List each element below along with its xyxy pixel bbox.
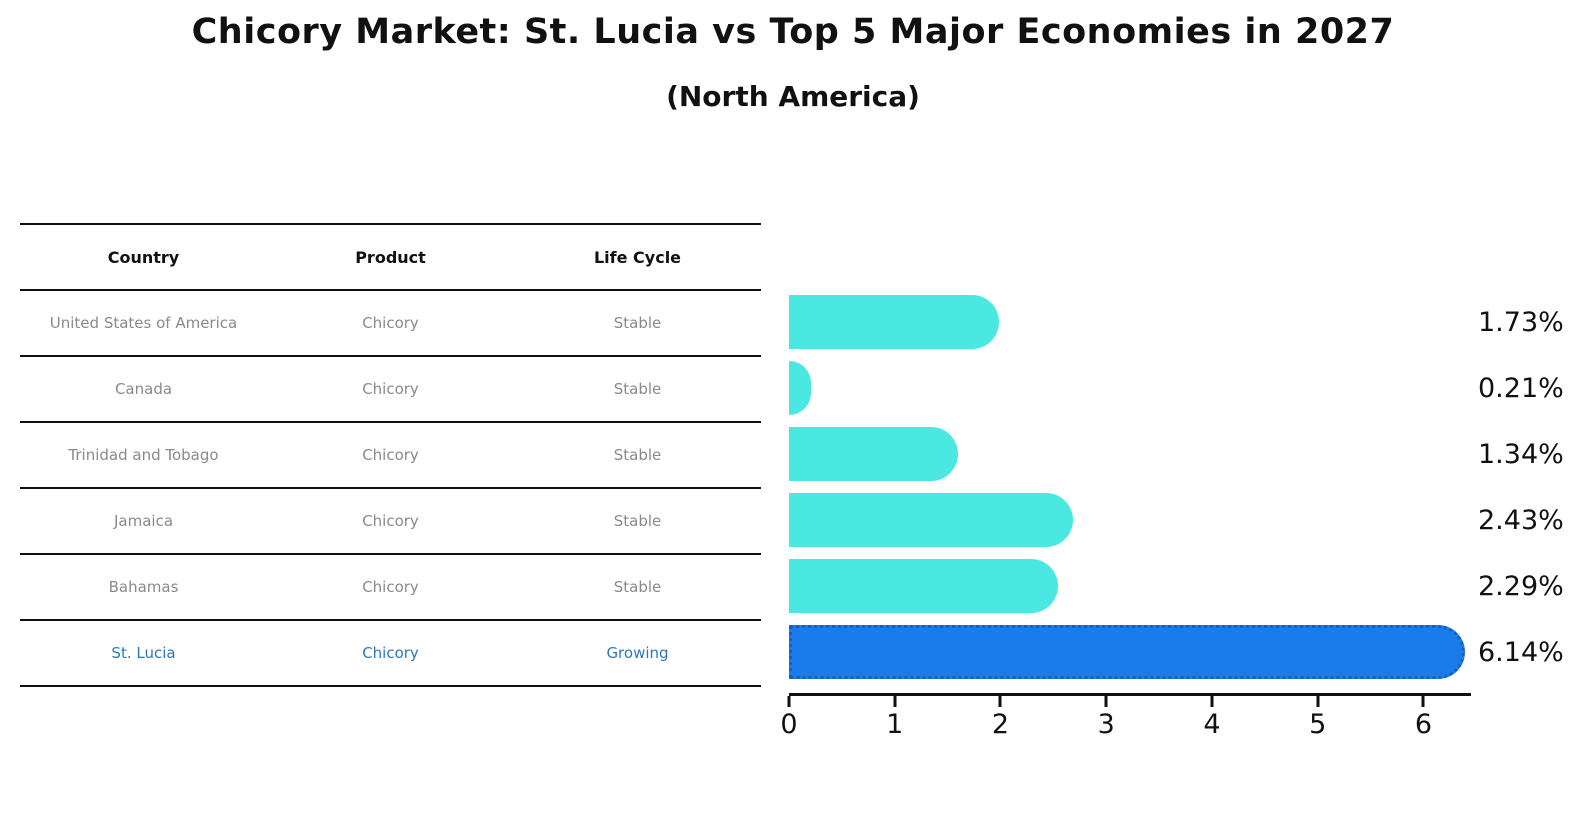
x-axis-tick-label: 6 [1414, 709, 1432, 740]
cell-life-cycle: Stable [613, 380, 662, 398]
comparison-table: Country Product Life Cycle United States… [20, 223, 761, 687]
cell-country: St. Lucia [111, 644, 176, 662]
cell-product: Chicory [362, 644, 419, 662]
x-axis-tick [893, 696, 897, 707]
cell-life-cycle: Stable [613, 512, 662, 530]
cell-product: Chicory [362, 446, 419, 464]
cell-country: Bahamas [108, 578, 179, 596]
bar-value-label: 1.73% [1478, 306, 1564, 338]
cell-life-cycle: Stable [613, 578, 662, 596]
bar-trinidad-and-tobago [789, 427, 958, 481]
bar-plot-area [789, 289, 1471, 685]
bar-st-lucia [789, 625, 1466, 679]
x-axis-tick [1210, 696, 1214, 707]
x-axis-tick [787, 696, 791, 707]
table-row: Jamaica Chicory Stable [20, 489, 761, 555]
table-row: Bahamas Chicory Stable [20, 555, 761, 621]
column-header-product: Product [355, 247, 426, 267]
x-axis-tick-label: 3 [1097, 709, 1115, 740]
table-row: St. Lucia Chicory Growing [20, 621, 761, 687]
bar-value-label: 6.14% [1478, 636, 1564, 668]
bar-value-label: 1.34% [1478, 438, 1564, 470]
table-row: Trinidad and Tobago Chicory Stable [20, 423, 761, 489]
cell-product: Chicory [362, 512, 419, 530]
cell-life-cycle: Stable [613, 446, 662, 464]
x-axis: 0 1 2 3 4 5 6 [780, 693, 1471, 753]
cell-country: Canada [114, 380, 173, 398]
bar-canada [789, 361, 812, 415]
x-axis-tick [1104, 696, 1108, 707]
cell-life-cycle: Growing [606, 644, 669, 662]
cell-country: United States of America [49, 314, 238, 332]
cell-life-cycle: Stable [613, 314, 662, 332]
table-header-row: Country Product Life Cycle [20, 225, 761, 291]
x-axis-tick-label: 4 [1203, 709, 1221, 740]
cell-country: Jamaica [113, 512, 174, 530]
x-axis-tick [998, 696, 1002, 707]
x-axis-tick-label: 5 [1309, 709, 1327, 740]
cell-product: Chicory [362, 314, 419, 332]
bar-value-labels: 1.73% 0.21% 1.34% 2.43% 2.29% 6.14% [1478, 289, 1583, 685]
column-header-life-cycle: Life Cycle [593, 247, 682, 267]
cell-product: Chicory [362, 578, 419, 596]
x-axis-tick-label: 0 [780, 709, 798, 740]
bar-jamaica [789, 493, 1073, 547]
bar-value-label: 2.43% [1478, 504, 1564, 536]
table-row: United States of America Chicory Stable [20, 291, 761, 357]
column-header-country: Country [107, 247, 180, 267]
bar-value-label: 2.29% [1478, 570, 1564, 602]
table-row: Canada Chicory Stable [20, 357, 761, 423]
chart-subtitle: (North America) [666, 80, 920, 113]
x-axis-tick-label: 1 [886, 709, 904, 740]
bar-value-label: 0.21% [1478, 372, 1564, 404]
x-axis-tick-label: 2 [991, 709, 1010, 740]
bar-united-states-of-america [789, 295, 999, 349]
x-axis-tick [1316, 696, 1320, 707]
bar-bahamas [789, 559, 1059, 613]
x-axis-tick [1421, 696, 1425, 707]
chart-title: Chicory Market: St. Lucia vs Top 5 Major… [191, 12, 1395, 52]
x-axis-line [789, 693, 1471, 696]
cell-product: Chicory [362, 380, 419, 398]
cell-country: Trinidad and Tobago [68, 446, 219, 464]
